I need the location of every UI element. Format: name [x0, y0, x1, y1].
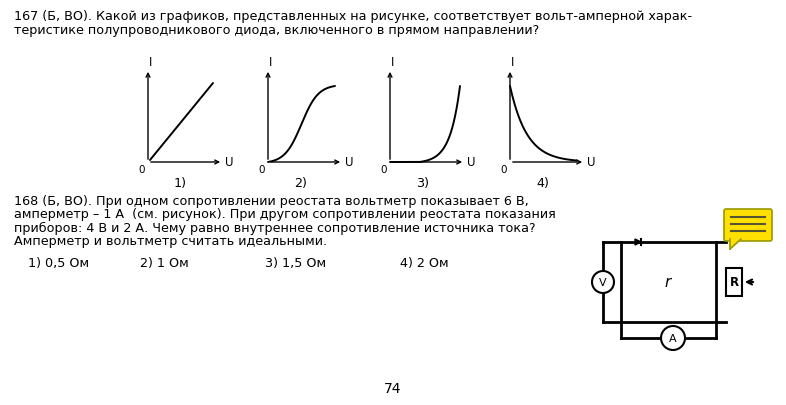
Text: 168 (Б, ВО). При одном сопротивлении реостата вольтметр показывает 6 В,: 168 (Б, ВО). При одном сопротивлении рео… — [14, 194, 529, 207]
Text: 1) 0,5 Ом: 1) 0,5 Ом — [28, 256, 89, 269]
Text: A: A — [669, 333, 677, 343]
Text: 3) 1,5 Ом: 3) 1,5 Ом — [265, 256, 326, 269]
Text: U: U — [345, 156, 354, 169]
Text: амперметр – 1 А  (см. рисунок). При другом сопротивлении реостата показания: амперметр – 1 А (см. рисунок). При друго… — [14, 208, 556, 221]
Text: U: U — [587, 156, 596, 169]
Text: теристике полупроводникового диода, включенного в прямом направлении?: теристике полупроводникового диода, вклю… — [14, 24, 539, 37]
Text: I: I — [269, 56, 273, 69]
Bar — [726, 269, 742, 296]
Circle shape — [592, 271, 614, 293]
Text: приборов: 4 В и 2 А. Чему равно внутреннее сопротивление источника тока?: приборов: 4 В и 2 А. Чему равно внутренн… — [14, 222, 535, 234]
Text: I: I — [391, 56, 395, 69]
Text: 0: 0 — [138, 164, 145, 175]
Polygon shape — [635, 239, 641, 245]
Text: 2): 2) — [294, 177, 307, 190]
Text: Амперметр и вольтметр считать идеальными.: Амперметр и вольтметр считать идеальными… — [14, 235, 327, 248]
Text: 4) 2 Ом: 4) 2 Ом — [400, 256, 449, 269]
Text: 0: 0 — [380, 164, 387, 175]
Polygon shape — [730, 239, 741, 249]
Text: U: U — [225, 156, 233, 169]
Text: 3): 3) — [416, 177, 429, 190]
Text: r: r — [665, 275, 671, 290]
Text: 74: 74 — [384, 381, 402, 395]
Text: 1): 1) — [174, 177, 187, 190]
Text: 0: 0 — [501, 164, 507, 175]
Text: I: I — [511, 56, 514, 69]
Text: V: V — [599, 277, 607, 287]
Circle shape — [661, 326, 685, 350]
Text: I: I — [149, 56, 152, 69]
Text: R: R — [729, 276, 739, 289]
Text: 4): 4) — [536, 177, 549, 190]
FancyBboxPatch shape — [724, 209, 772, 241]
Text: 167 (Б, ВО). Какой из графиков, представленных на рисунке, соответствует вольт-а: 167 (Б, ВО). Какой из графиков, представ… — [14, 10, 692, 23]
Text: 2) 1 Ом: 2) 1 Ом — [140, 256, 189, 269]
Text: U: U — [467, 156, 476, 169]
Text: 0: 0 — [259, 164, 265, 175]
